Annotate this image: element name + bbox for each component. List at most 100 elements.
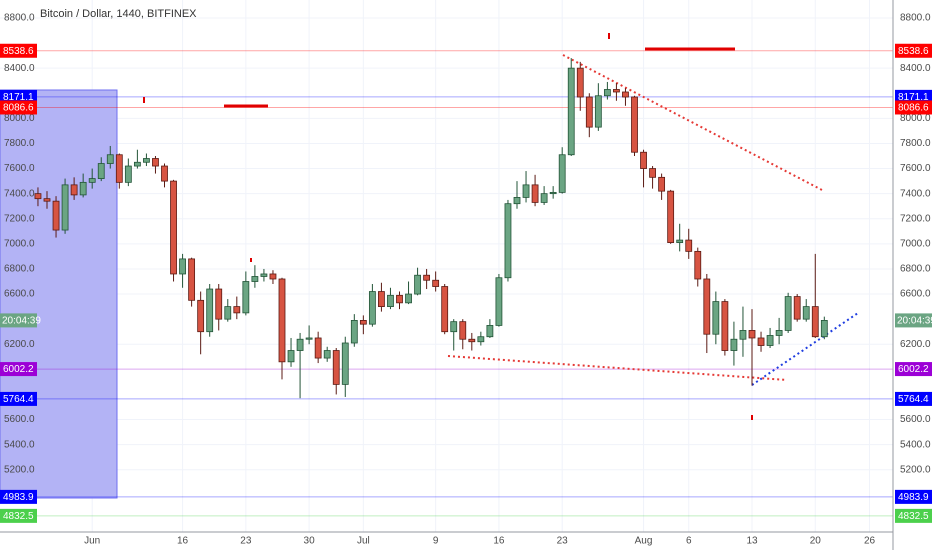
- candle-body: [215, 288, 223, 320]
- candle-body: [143, 158, 150, 163]
- countdown-bg: [0, 313, 37, 328]
- y-tick-label: 7800.0: [900, 138, 931, 149]
- candle-body: [152, 158, 159, 167]
- countdown-bg: [895, 313, 932, 328]
- price-label: 6002.2: [3, 364, 34, 375]
- candle-body: [133, 161, 141, 167]
- y-tick-label: 8800.0: [4, 13, 35, 24]
- price-label: 4983.9: [3, 492, 34, 503]
- price-label: 8086.6: [898, 103, 929, 114]
- price-label: 8538.6: [898, 46, 929, 57]
- candle-body: [603, 89, 611, 97]
- candle-body: [368, 291, 376, 325]
- x-tick-label: 23: [557, 536, 569, 547]
- candle-body: [396, 294, 403, 304]
- price-label-bg: [895, 508, 932, 523]
- candle-body: [251, 276, 259, 282]
- candle-body: [197, 299, 205, 333]
- x-tick-label: Jul: [357, 536, 370, 547]
- candle-body: [459, 321, 467, 340]
- price-label-bg: [0, 391, 37, 406]
- candle-body: [531, 184, 539, 203]
- y-tick-label: 7200.0: [900, 213, 931, 224]
- price-label: 5764.4: [3, 394, 34, 405]
- price-label-bg: [895, 89, 932, 104]
- candle-body: [703, 278, 711, 335]
- y-tick-label: 6200.0: [4, 339, 35, 350]
- candle-body: [314, 337, 322, 359]
- y-tick-label: 8000.0: [4, 113, 35, 124]
- y-tick-label: 7400.0: [900, 188, 931, 199]
- price-label-bg: [0, 89, 37, 104]
- candle-body: [242, 281, 250, 314]
- x-tick-label: 6: [686, 536, 692, 547]
- price-label-bg: [895, 489, 932, 504]
- x-tick-label: 16: [493, 536, 505, 547]
- x-tick-label: Jun: [84, 536, 100, 547]
- candle-body: [70, 184, 78, 196]
- candle-body: [269, 273, 277, 280]
- candle-body: [757, 337, 765, 346]
- candle-body: [323, 350, 331, 359]
- trend-line: [562, 54, 823, 191]
- candle-body: [405, 293, 412, 304]
- candle-body: [558, 154, 566, 193]
- candle-body: [468, 338, 476, 343]
- y-tick-label: 7200.0: [4, 213, 35, 224]
- y-tick-label: 5400.0: [900, 439, 931, 450]
- price-label-bg: [0, 489, 37, 504]
- candle-body: [802, 306, 810, 320]
- x-tick-label: 13: [746, 536, 758, 547]
- candle-body: [730, 338, 738, 351]
- candle-body: [106, 154, 114, 164]
- candle-body: [522, 184, 530, 198]
- x-tick-label: 9: [433, 536, 439, 547]
- x-tick-label: Aug: [635, 536, 653, 547]
- candle-body: [667, 190, 675, 243]
- price-label-bg: [0, 362, 37, 377]
- price-label: 5764.4: [898, 394, 929, 405]
- y-tick-label: 6200.0: [900, 339, 931, 350]
- price-label: 6002.2: [898, 364, 929, 375]
- candle-body: [748, 330, 756, 339]
- price-label: 4983.9: [898, 492, 929, 503]
- countdown-label: 20:04:39: [2, 316, 41, 327]
- candle-body: [378, 291, 385, 307]
- y-tick-label: 5600.0: [4, 414, 35, 425]
- candle-body: [658, 176, 666, 192]
- y-tick-label: 5200.0: [4, 464, 35, 475]
- candle-body: [585, 96, 593, 128]
- candle-body: [341, 342, 349, 385]
- candle-body: [613, 89, 620, 93]
- y-tick-label: 8400.0: [900, 63, 931, 74]
- x-tick-label: 20: [810, 536, 822, 547]
- candle-body: [775, 330, 783, 336]
- candle-body: [567, 67, 575, 156]
- candle-body: [513, 197, 521, 205]
- candle-body: [640, 151, 647, 169]
- candle-body: [712, 301, 720, 335]
- candle-body: [115, 154, 123, 183]
- candle-body: [79, 181, 87, 196]
- price-label-bg: [895, 391, 932, 406]
- candle-body: [540, 193, 548, 203]
- y-tick-label: 6800.0: [4, 264, 35, 275]
- price-label: 4832.5: [898, 511, 929, 522]
- candle-body: [170, 180, 177, 275]
- price-label-bg: [0, 508, 37, 523]
- candle-body: [260, 273, 268, 277]
- x-tick-label: 16: [177, 536, 189, 547]
- y-tick-label: 7600.0: [900, 163, 931, 174]
- x-tick-label: 23: [240, 536, 252, 547]
- candle-body: [233, 306, 241, 314]
- candle-body: [622, 91, 629, 98]
- candle-body: [34, 193, 42, 200]
- candle-body: [820, 320, 828, 338]
- candle-body: [685, 239, 693, 252]
- candle-body: [206, 288, 214, 333]
- trend-line: [751, 312, 859, 386]
- candle-body: [432, 279, 440, 287]
- candle-body: [649, 168, 656, 178]
- candle-body: [694, 250, 702, 280]
